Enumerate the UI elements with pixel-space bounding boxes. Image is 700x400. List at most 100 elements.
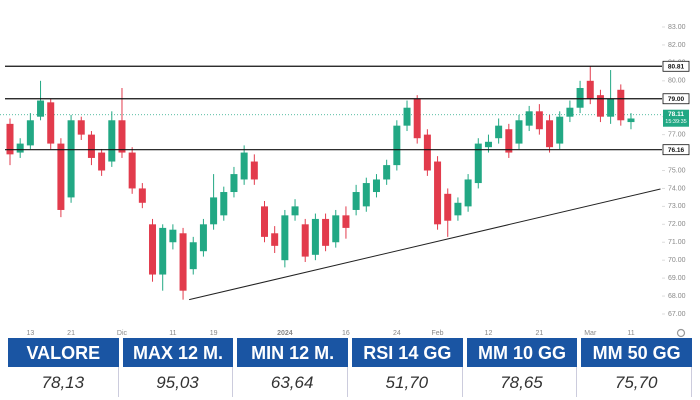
- candle-body: [474, 143, 482, 184]
- y-tick-label: 82.00: [668, 42, 686, 49]
- candle-body: [26, 120, 34, 146]
- x-tick-label: 11: [169, 330, 176, 337]
- candle-body: [57, 143, 65, 210]
- x-tick-label: 19: [210, 330, 218, 337]
- candle-body: [77, 120, 85, 135]
- candle-body: [535, 111, 543, 130]
- table-header: MIN 12 M.: [237, 338, 348, 367]
- candle-body: [311, 218, 319, 255]
- y-tick-label: 75.00: [668, 167, 686, 174]
- x-tick-label: 12: [485, 330, 493, 337]
- candle-body: [444, 193, 452, 221]
- y-tick-label: 69.00: [668, 275, 686, 282]
- level-box: [662, 60, 690, 72]
- y-tick-label: 73.00: [668, 203, 686, 210]
- candle-body: [240, 152, 248, 180]
- table-header: MM 50 GG: [581, 338, 692, 367]
- level-label: 80.81: [668, 64, 685, 71]
- candle-body: [271, 233, 279, 246]
- candle-body: [169, 229, 177, 243]
- candle-body: [607, 98, 615, 117]
- candle-body: [301, 224, 309, 257]
- table-value: 95,03: [123, 367, 234, 397]
- candle-body: [627, 118, 635, 123]
- candle-body: [179, 233, 187, 291]
- candle-body: [596, 95, 604, 117]
- candle-body: [586, 80, 594, 99]
- x-tick-label: Feb: [432, 330, 444, 337]
- level-label: 76.16: [668, 147, 685, 154]
- level-label: 79.00: [668, 96, 685, 103]
- y-tick-label: 80.00: [668, 78, 686, 85]
- y-tick-label: 70.00: [668, 257, 686, 264]
- candle-body: [576, 87, 584, 108]
- current-price: 78.11: [668, 111, 684, 118]
- y-tick-label: 77.00: [668, 131, 686, 138]
- candle-body: [454, 202, 462, 216]
- candle-body: [525, 111, 533, 126]
- x-tick-label: Dic: [117, 330, 128, 337]
- x-tick-label: 24: [393, 330, 401, 337]
- candle-body: [67, 120, 75, 198]
- candle-body: [98, 152, 106, 171]
- level-box: [662, 93, 690, 105]
- table-value: 63,64: [237, 367, 348, 397]
- candle-body: [6, 123, 14, 155]
- candle-body: [149, 224, 157, 275]
- candle-body: [261, 206, 268, 237]
- candle-body: [556, 116, 564, 144]
- candle-body: [515, 120, 523, 144]
- candle-body: [16, 143, 24, 153]
- table-header: VALORE: [8, 338, 119, 367]
- candle-body: [352, 192, 360, 210]
- candle-body: [362, 183, 370, 207]
- table-value: 51,70: [352, 367, 463, 397]
- level-box: [662, 144, 690, 156]
- x-tick-label: 21: [535, 330, 543, 337]
- chart: 67.00 68.00 69.00 70.00 71.00 72.00 73.00 74.00…: [0, 24, 690, 338]
- x-tick-label: 21: [67, 330, 75, 337]
- y-tick-label: 74.00: [668, 185, 686, 192]
- x-tick-label: 13: [26, 330, 34, 337]
- candle-body: [484, 141, 492, 148]
- settings-icon: [676, 328, 686, 338]
- candle-body: [434, 161, 442, 225]
- candle-body: [342, 215, 350, 228]
- y-tick-label: 67.00: [668, 311, 686, 318]
- candle-body: [87, 134, 95, 158]
- candle-body: [383, 165, 391, 180]
- candle-body: [546, 120, 554, 148]
- table-header: RSI 14 GG: [351, 338, 463, 367]
- candle-body: [250, 161, 258, 180]
- x-tick-label: 2024: [277, 330, 293, 337]
- candle-body: [220, 192, 228, 216]
- x-tick-label: 11: [627, 330, 634, 337]
- candle-body: [617, 89, 625, 121]
- stats-table: VALORE MAX 12 M. MIN 12 M. RSI 14 GG MM 10 G…: [8, 338, 692, 397]
- candle-body: [423, 134, 431, 171]
- candle-body: [108, 120, 116, 162]
- candle-body: [210, 197, 218, 225]
- candle-body: [505, 129, 513, 153]
- candle-body: [322, 218, 330, 246]
- candle-body: [199, 224, 207, 252]
- table-value: 78,65: [467, 367, 578, 397]
- candle-body: [230, 174, 238, 193]
- price-box: [663, 109, 689, 127]
- countdown: 15:39:35: [665, 119, 686, 125]
- candle-body: [118, 120, 126, 153]
- candle-body: [495, 125, 503, 139]
- y-tick-label: 68.00: [668, 293, 686, 300]
- x-tick-label: Mar: [584, 330, 597, 337]
- x-tick-label: 16: [342, 330, 350, 337]
- candle-body: [189, 242, 197, 270]
- candle-body: [128, 152, 136, 189]
- table-header: MAX 12 M.: [122, 338, 234, 367]
- table-header: MM 10 GG: [466, 338, 578, 367]
- candle-body: [403, 107, 411, 126]
- candle-body: [566, 107, 574, 117]
- candle-body: [159, 227, 167, 275]
- candle-body: [281, 215, 289, 261]
- candle-body: [372, 179, 380, 193]
